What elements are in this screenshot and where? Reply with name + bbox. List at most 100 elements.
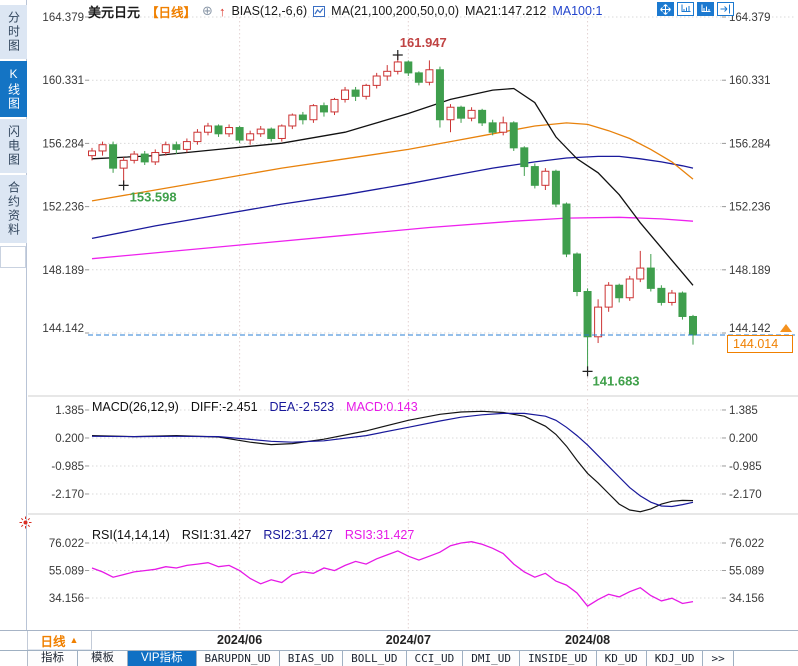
svg-text:144.142: 144.142 [729, 323, 771, 335]
macd-params-label: MACD(26,12,9) [92, 400, 179, 414]
high-price-label: 161.947 [400, 35, 447, 50]
tab-kdj-ud[interactable]: KDJ_UD [646, 651, 704, 666]
svg-text:55.089: 55.089 [49, 566, 84, 578]
axis-gutter-cell [0, 631, 28, 650]
sidebar-item-kline-chart[interactable]: K线图 [0, 61, 27, 117]
tab-templates[interactable]: 模板 [78, 651, 128, 666]
svg-text:164.379: 164.379 [729, 12, 771, 24]
circle-plus-icon[interactable]: ⊕ [202, 3, 213, 18]
price-annotations: 161.947 153.598 141.683 [118, 35, 640, 388]
svg-text:148.189: 148.189 [42, 265, 84, 277]
panel-separators [28, 395, 798, 515]
low-price-label: 141.683 [593, 373, 640, 388]
candle [530, 163, 539, 189]
candle [267, 127, 276, 142]
sidebar-item-label: 合约资料 [6, 181, 21, 237]
ma21-value: MA21:147.212 [465, 4, 547, 18]
candle [414, 71, 423, 86]
candle [193, 129, 202, 145]
tab-bias-ud[interactable]: BIAS_UD [279, 651, 344, 666]
collapse-right-icon[interactable] [717, 2, 734, 16]
candle [330, 97, 339, 116]
svg-text:144.142: 144.142 [42, 323, 84, 335]
candle [362, 83, 371, 100]
tab-dmi-ud[interactable]: DMI_UD [463, 651, 520, 666]
candle [88, 147, 96, 161]
svg-text:76.022: 76.022 [49, 538, 84, 550]
indicator-settings-icon[interactable] [19, 516, 32, 534]
current-price-box: 144.014 [727, 335, 793, 353]
tab-vip-indicators[interactable]: VIP指标 [128, 651, 197, 666]
candle [541, 168, 550, 190]
current-price-line [88, 324, 795, 336]
svg-text:34.156: 34.156 [49, 593, 84, 605]
ma100-value: MA100:1 [552, 4, 603, 18]
rsi1-value: RSI1:31.427 [181, 528, 252, 542]
tab-barupdn-ud[interactable]: BARUPDN_UD [196, 651, 280, 666]
indicator-tab-bar: 指标 模板 VIP指标 BARUPDN_UD BIAS_UD BOLL_UD C… [0, 650, 798, 666]
chart-toolbar [657, 2, 734, 16]
candle [562, 202, 571, 258]
candle [509, 121, 518, 151]
pan-crosshair-icon[interactable] [657, 2, 674, 16]
svg-text:-2.170: -2.170 [51, 489, 84, 501]
candle [319, 102, 328, 117]
svg-text:156.284: 156.284 [42, 138, 84, 150]
candle [109, 141, 118, 173]
candle [298, 111, 307, 125]
symbol-name: 美元日元 [88, 4, 141, 20]
red-up-arrow-icon: ↑ [218, 3, 226, 19]
month-label: 2024/06 [217, 633, 263, 647]
tab-cci-ud[interactable]: CCI_UD [406, 651, 464, 666]
rsi-params-label: RSI(14,14,14) [92, 528, 170, 542]
candle [151, 149, 160, 166]
sidebar-item-label: 闪电图 [6, 125, 21, 167]
rsi-panel-header: RSI(14,14,14) RSI1:31.427 RSI2:31.427 RS… [92, 528, 414, 542]
candle [235, 125, 244, 144]
candle [404, 60, 413, 77]
svg-text:76.022: 76.022 [729, 538, 764, 550]
tab-indicators[interactable]: 指标 [28, 651, 78, 666]
rsi3-value: RSI3:31.427 [344, 528, 415, 542]
candle [573, 252, 582, 297]
svg-text:156.284: 156.284 [729, 138, 771, 150]
sidebar-item-time-chart[interactable]: 分时图 [0, 5, 27, 59]
triangle-up-icon: ▲ [69, 635, 79, 645]
candle [225, 124, 234, 137]
candle [435, 66, 444, 128]
candle [594, 299, 603, 344]
svg-text:0.200: 0.200 [729, 433, 758, 445]
sidebar-item-lightning-chart[interactable]: 闪电图 [0, 119, 27, 173]
period-label: 日线 [40, 634, 66, 649]
tab-boll-ud[interactable]: BOLL_UD [343, 651, 407, 666]
candle [583, 288, 592, 372]
macd-lines [91, 410, 694, 513]
candle [98, 141, 107, 156]
candle [689, 314, 697, 345]
current-price-value: 144.014 [733, 337, 779, 351]
month-label: 2024/07 [385, 633, 431, 647]
candle [615, 283, 624, 303]
tab-more[interactable]: >> [703, 651, 734, 666]
candle [625, 275, 634, 301]
period-selector[interactable]: 日线 ▲ [28, 631, 92, 650]
chart-header: 美元日元 【日线】 ⊕ ↑ BIAS(12,-6,6) MA(21,100,20… [88, 2, 602, 20]
svg-text:-0.985: -0.985 [729, 461, 762, 473]
sidebar-item-contract-info[interactable]: 合约资料 [0, 175, 27, 243]
candle [351, 86, 360, 101]
ma-params-label: MA(21,100,200,50,0,0) [331, 4, 460, 18]
candle [140, 150, 149, 166]
ma-chart-icon[interactable] [313, 5, 326, 17]
rsi2-value: RSI2:31.427 [263, 528, 333, 542]
candle [161, 141, 170, 156]
svg-text:148.189: 148.189 [729, 265, 771, 277]
tab-kd-ud[interactable]: KD_UD [596, 651, 647, 666]
tab-inside-ud[interactable]: INSIDE_UD [520, 651, 597, 666]
svg-text:-0.985: -0.985 [51, 461, 84, 473]
candle [172, 141, 181, 155]
axis-scale-icon[interactable] [697, 2, 714, 16]
ma-line-ma21 [91, 87, 694, 286]
tab-gutter-cell [0, 651, 28, 666]
axis-zoom-icon[interactable] [677, 2, 694, 16]
ma-line-ma100 [91, 155, 694, 240]
